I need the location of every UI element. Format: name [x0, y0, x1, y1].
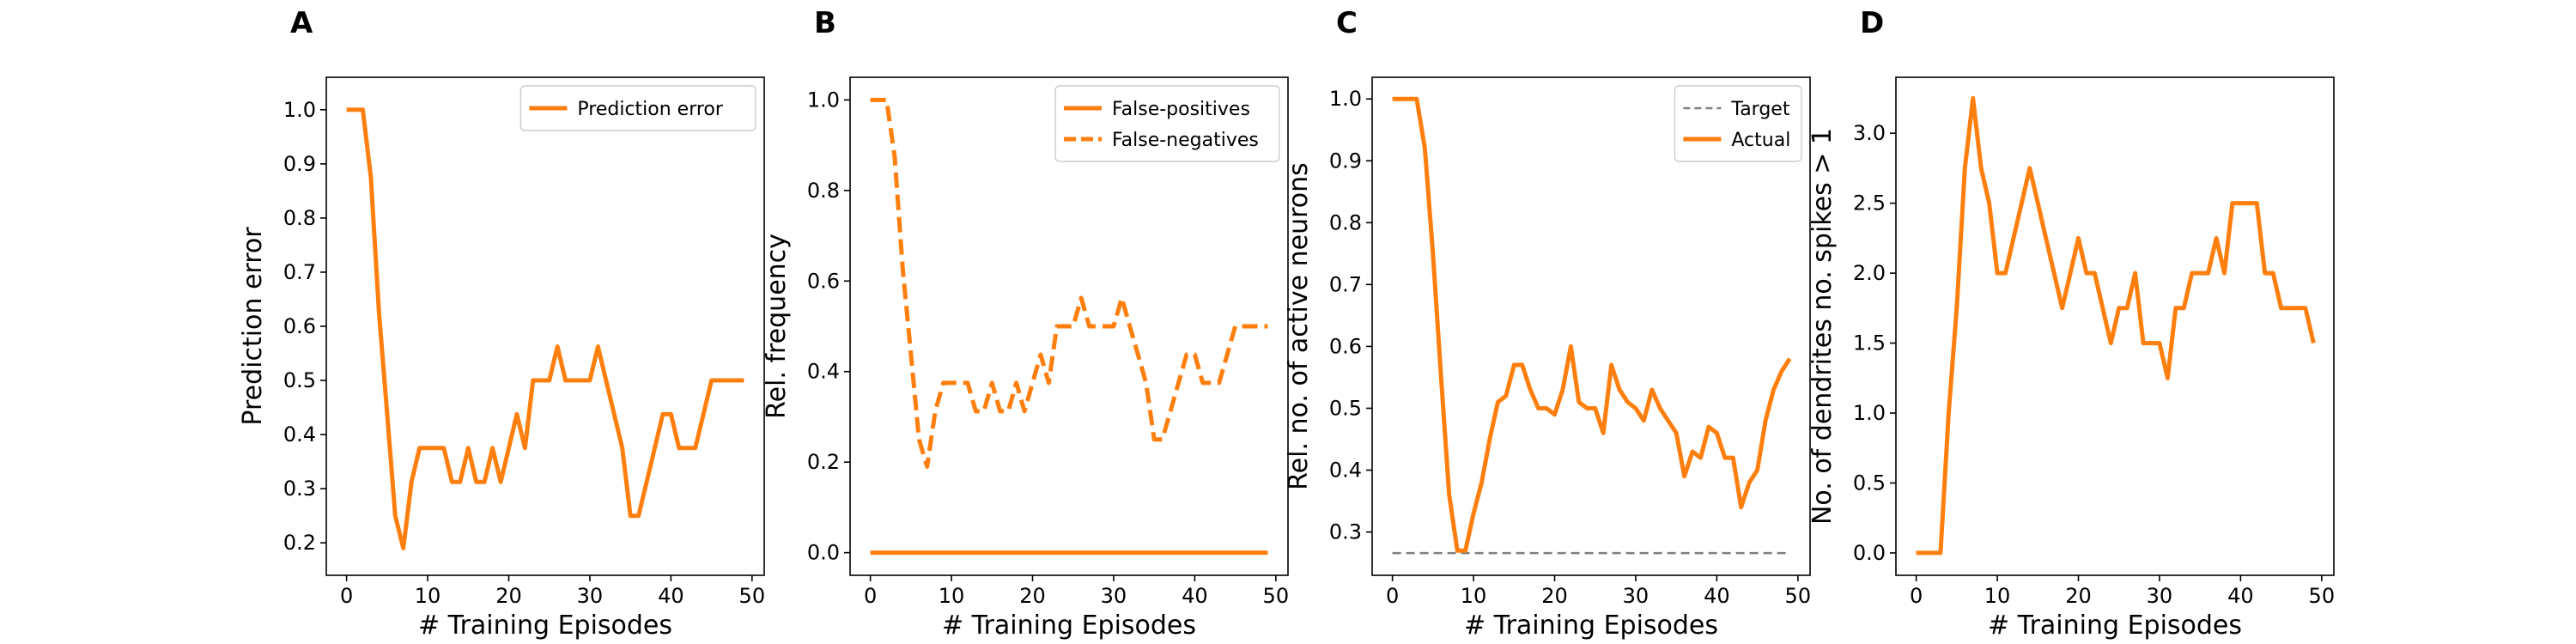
- y-tick-label: 0.4: [807, 360, 840, 384]
- y-tick-label: 0.8: [807, 179, 840, 203]
- legend-box: [519, 85, 756, 131]
- y-tick-label: 1.0: [1853, 401, 1886, 425]
- x-tick-label: 20: [2065, 584, 2092, 608]
- y-tick-label: 0.6: [1329, 334, 1362, 358]
- legend-label: False-negatives: [1112, 130, 1259, 151]
- y-tick-label: 0.5: [283, 368, 316, 392]
- y-tick-label: 0.5: [1853, 471, 1886, 495]
- x-tick-label: 30: [2147, 584, 2173, 608]
- x-tick-label: 20: [1541, 584, 1568, 608]
- x-tick-label: 40: [658, 584, 684, 608]
- y-tick-label: 0.8: [1329, 210, 1362, 234]
- y-tick-label: 0.7: [283, 260, 316, 284]
- x-tick-label: 0: [340, 584, 353, 608]
- y-tick-label: 0.9: [283, 152, 316, 176]
- panel-d: D 0 10 20 30 40 50 0.0 0.5 1.0 1.5 2.0 2.5 3.0 # Train…: [1807, 6, 2335, 641]
- legend-label: False-positives: [1112, 99, 1250, 120]
- y-axis-label: Rel. no. of active neurons: [1284, 162, 1314, 490]
- y-tick-label: 0.6: [283, 314, 316, 338]
- x-tick-label: 50: [2309, 584, 2336, 608]
- x-tick-label: 50: [1785, 584, 1812, 608]
- y-tick-label: 0.4: [1329, 459, 1362, 483]
- x-tick-label: 10: [415, 584, 441, 608]
- x-tick-label: 0: [1386, 584, 1399, 608]
- y-axis-label: Prediction error: [238, 227, 268, 426]
- x-tick-label: 10: [1461, 584, 1487, 608]
- x-tick-label: 30: [1101, 584, 1127, 608]
- y-tick-label: 3.0: [1853, 121, 1886, 145]
- y-axis-label: Rel. frequency: [762, 234, 792, 419]
- axes-frame: [849, 76, 1289, 576]
- y-tick-label: 2.0: [1853, 261, 1886, 285]
- y-tick-label: 0.2: [807, 450, 840, 474]
- x-tick-label: 30: [577, 584, 604, 608]
- x-tick-label: 0: [864, 584, 877, 608]
- x-tick-label: 40: [1704, 584, 1730, 608]
- x-tick-label: 50: [739, 584, 766, 608]
- y-tick-label: 0.5: [1329, 396, 1362, 420]
- y-tick-label: 0.3: [1329, 520, 1362, 544]
- y-tick-label: 0.9: [1329, 149, 1362, 173]
- y-tick-label: 0.6: [807, 269, 840, 293]
- panel-letter: D: [1860, 6, 1884, 40]
- y-tick-label: 0.0: [1853, 541, 1886, 565]
- x-tick-label: 10: [939, 584, 965, 608]
- y-tick-label: 1.0: [807, 88, 840, 112]
- axes-frame: [1895, 76, 2335, 576]
- series-line-prediction-error: [346, 107, 744, 550]
- y-tick-label: 1.5: [1853, 331, 1886, 355]
- panel-letter: A: [290, 6, 313, 40]
- legend-label: Prediction error: [577, 99, 723, 120]
- y-tick-label: 2.5: [1853, 191, 1886, 216]
- axes-frame: [1371, 76, 1811, 576]
- y-tick-label: 0.8: [283, 206, 316, 230]
- legend-label: Actual: [1731, 130, 1790, 151]
- panel-letter: B: [814, 6, 836, 40]
- y-tick-label: 0.3: [283, 477, 316, 501]
- x-tick-label: 10: [1984, 584, 2011, 608]
- legend-label: Target: [1730, 99, 1789, 120]
- x-axis-label: # Training Episodes: [1464, 611, 1718, 641]
- series-line-false-negatives: [870, 97, 1268, 469]
- y-tick-label: 1.0: [1329, 87, 1362, 111]
- x-axis-label: # Training Episodes: [1988, 611, 2242, 641]
- x-tick-label: 50: [1263, 584, 1290, 608]
- x-tick-label: 20: [495, 584, 522, 608]
- legend-box: [1674, 85, 1802, 162]
- x-tick-label: 40: [2227, 584, 2254, 608]
- panel-c: C 0 10 20 30 40 50 0.3 0.4 0.5 0.6 0.7 0.8 0.9 1.0 # Tr…: [1284, 6, 1811, 641]
- x-tick-label: 20: [1019, 584, 1046, 608]
- y-tick-label: 0.4: [283, 422, 316, 447]
- y-tick-label: 0.0: [807, 541, 840, 565]
- panel-letter: C: [1336, 6, 1358, 40]
- x-tick-label: 30: [1623, 584, 1649, 608]
- legend-box: [1054, 85, 1280, 162]
- x-axis-label: # Training Episodes: [418, 611, 672, 641]
- y-axis-label: No. of dendrites no. spikes > 1: [1807, 128, 1838, 525]
- y-tick-label: 0.2: [283, 531, 316, 555]
- y-tick-label: 0.7: [1329, 272, 1362, 296]
- series-line-actual: [1392, 96, 1792, 553]
- x-tick-label: 40: [1182, 584, 1208, 608]
- panel-a: A 0 10 20 30 40 50 0.2 0.3 0.4 0.5 0.6 0.7 0.8 0.9 1.0 #…: [238, 6, 765, 641]
- panel-b: B 0 10 20 30 40 50 0.0 0.2 0.4 0.6 0.8 1.0 # Training…: [762, 6, 1289, 641]
- x-tick-label: 0: [1910, 584, 1923, 608]
- x-axis-label: # Training Episodes: [942, 611, 1196, 641]
- series-line-data: [1916, 95, 2316, 556]
- y-tick-label: 1.0: [283, 98, 316, 122]
